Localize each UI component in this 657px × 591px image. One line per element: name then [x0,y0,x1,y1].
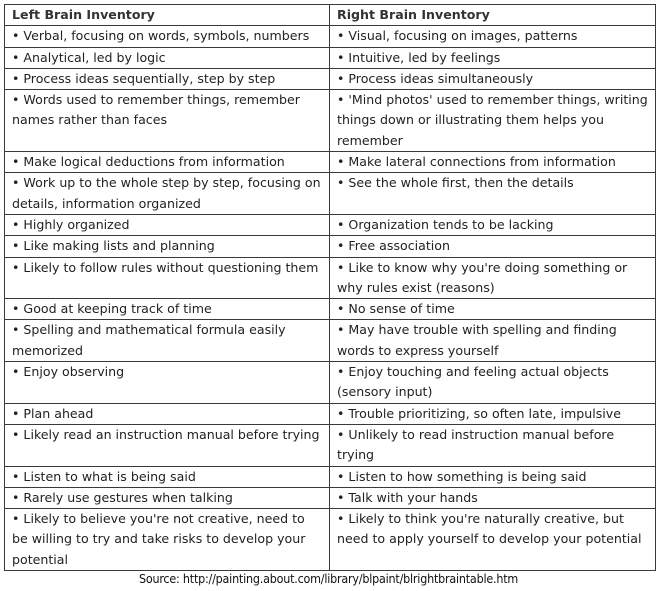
right-brain-cell: • Process ideas simultaneously [329,67,656,91]
left-brain-cell: • Words used to remember things, remembe… [4,89,330,153]
table-row: • Verbal, focusing on words, symbols, nu… [4,25,656,48]
left-brain-cell: • Like making lists and planning [4,235,330,258]
table-row: • Listen to what is being said • Listen t… [4,465,656,488]
right-brain-cell: • Free association [329,235,656,258]
table-row: • Spelling and mathematical formula easi… [4,319,656,363]
right-brain-cell: • Listen to how something is being said [329,465,656,488]
brain-inventory-table: Left Brain Inventory Right Brain Invento… [4,3,656,572]
table-row: • Words used to remember things, remembe… [4,89,656,153]
left-brain-cell: • Plan ahead [4,402,330,425]
right-brain-cell: • Make lateral connections from informat… [329,151,656,174]
table-row: • Likely read an instruction manual befo… [4,423,656,467]
right-brain-cell: • Enjoy touching and feeling actual obje… [329,361,656,404]
table-row: • Plan ahead • Trouble prioritizing, so o… [4,402,656,425]
table-row: • Rarely use gestures when talking • Talk… [4,486,656,510]
table-row: • Process ideas sequentially, step by st… [4,67,656,91]
left-brain-cell: • Spelling and mathematical formula easi… [4,319,330,363]
left-brain-cell: • Good at keeping track of time [4,298,330,321]
table-row: • Likely to follow rules without questio… [4,256,656,300]
table-row: • Work up to the whole step by step, foc… [4,172,656,215]
left-brain-cell: • Work up to the whole step by step, foc… [4,172,330,215]
right-brain-cell: • Organization tends to be lacking [329,213,656,237]
left-brain-cell: • Highly organized [4,213,330,237]
left-brain-cell: • Analytical, led by logic [4,46,330,69]
table-row: • Analytical, led by logic • Intuitive, l… [4,46,656,69]
table-row: • Likely to believe you're not creative,… [4,508,656,572]
right-brain-cell: • Talk with your hands [329,486,656,510]
table-row: • Like making lists and planning • Free a… [4,235,656,258]
right-brain-cell: • Likely to think you're naturally creat… [329,508,656,572]
left-brain-cell: • Listen to what is being said [4,465,330,488]
table-row: • Good at keeping track of time • No sens… [4,298,656,321]
right-brain-cell: • No sense of time [329,298,656,321]
left-brain-cell: • Likely read an instruction manual befo… [4,423,330,467]
left-brain-cell: • Enjoy observing [4,361,330,404]
left-brain-cell: • Likely to believe you're not creative,… [4,508,330,572]
left-brain-cell: • Likely to follow rules without questio… [4,256,330,300]
right-brain-cell: • See the whole first, then the details [329,172,656,215]
table-row: • Enjoy observing • Enjoy touching and fe… [4,361,656,404]
right-brain-cell: • Trouble prioritizing, so often late, i… [329,402,656,425]
header-row: Left Brain Inventory Right Brain Invento… [4,3,656,27]
right-brain-cell: • 'Mind photos' used to remember things,… [329,89,656,153]
left-brain-cell: • Process ideas sequentially, step by st… [4,67,330,91]
right-brain-cell: • Unlikely to read instruction manual be… [329,423,656,467]
table-row: • Highly organized • Organization tends t… [4,213,656,237]
right-brain-cell: • May have trouble with spelling and fin… [329,319,656,363]
right-brain-cell: • Intuitive, led by feelings [329,46,656,69]
right-brain-cell: • Like to know why you're doing somethin… [329,256,656,300]
source-citation: Source: http://painting.about.com/librar… [138,571,519,586]
right-brain-header: Right Brain Inventory [329,3,656,27]
left-brain-cell: • Make logical deductions from informati… [4,151,330,174]
left-brain-cell: • Verbal, focusing on words, symbols, nu… [4,25,330,48]
left-brain-header: Left Brain Inventory [4,3,330,27]
right-brain-cell: • Visual, focusing on images, patterns [329,25,656,48]
left-brain-cell: • Rarely use gestures when talking [4,486,330,510]
table-body: • Verbal, focusing on words, symbols, nu… [4,25,656,572]
table-row: • Make logical deductions from informati… [4,151,656,174]
